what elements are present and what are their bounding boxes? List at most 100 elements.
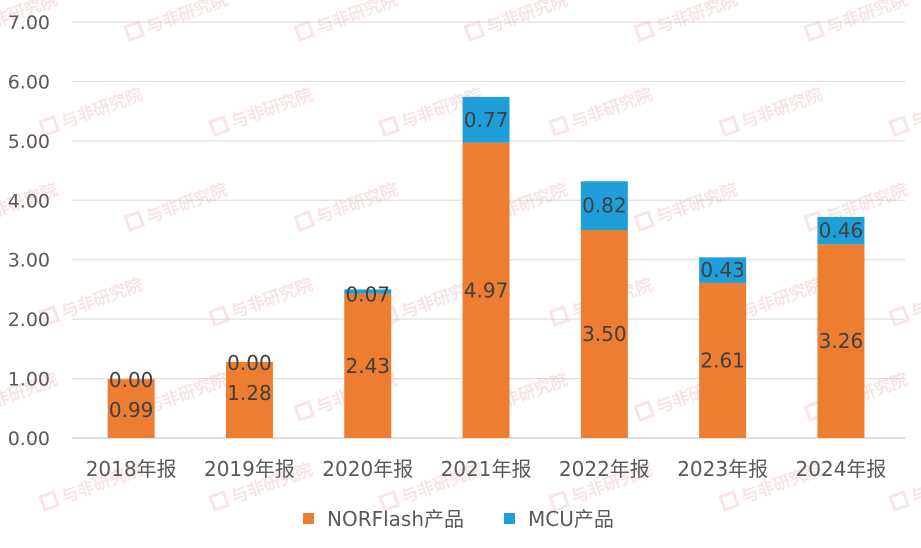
watermark-tile: 与非研究院 xyxy=(888,459,921,512)
watermark-logo-icon xyxy=(633,210,656,232)
y-tick-label: 5.00 xyxy=(8,131,50,153)
watermark-logo-icon xyxy=(208,490,231,512)
data-label-norflash: 1.28 xyxy=(227,381,272,405)
watermark-tile: 与非研究院 xyxy=(38,274,145,327)
watermark-tile: 与非研究院 xyxy=(548,84,655,137)
watermark-logo-icon xyxy=(378,490,401,512)
bars xyxy=(107,96,865,438)
data-label-mcu: 0.82 xyxy=(582,194,627,218)
watermark-logo-icon xyxy=(888,305,911,327)
bar-segment-norflash xyxy=(817,244,865,438)
data-label-norflash: 3.26 xyxy=(819,329,864,353)
bar-segment-norflash xyxy=(344,293,392,438)
watermark-logo-icon xyxy=(293,210,316,232)
x-tick-label: 2023年报 xyxy=(677,457,768,481)
watermark-logo-icon xyxy=(718,490,741,512)
watermark-logo-icon xyxy=(888,490,911,512)
watermark-logo-icon xyxy=(548,305,571,327)
watermark-text: 与非研究院 xyxy=(653,179,740,228)
watermark-text: 与非研究院 xyxy=(568,84,655,133)
watermark-logo-icon xyxy=(123,20,146,42)
y-tick-label: 4.00 xyxy=(8,190,50,212)
watermark-text: 与非研究院 xyxy=(143,369,230,418)
bar-segment-mcu xyxy=(699,257,747,283)
data-label-mcu: 0.07 xyxy=(345,283,390,307)
watermark-logo-icon xyxy=(718,115,741,137)
x-tick-label: 2022年报 xyxy=(559,457,650,481)
watermark-logo-icon xyxy=(208,115,231,137)
data-label-mcu: 0.43 xyxy=(700,258,745,282)
legend-norflash: NORFlash产品 xyxy=(303,507,464,531)
x-tick-label: 2018年报 xyxy=(86,457,177,481)
y-tick-label: 1.00 xyxy=(8,369,50,391)
y-tick-label: 3.00 xyxy=(8,250,50,272)
watermark-tile: 与非研究院 xyxy=(208,274,315,327)
watermark-text: 与非研究院 xyxy=(823,0,910,38)
watermark-logo-icon xyxy=(633,20,656,42)
legend-label: MCU产品 xyxy=(528,507,614,531)
watermark-logo-icon xyxy=(633,400,656,422)
legend-label: NORFlash产品 xyxy=(327,507,464,531)
data-label-norflash: 2.61 xyxy=(700,348,745,372)
watermark-tile: 与非研究院 xyxy=(123,179,230,232)
bar-segment-norflash xyxy=(580,230,628,438)
bar-segment-mcu xyxy=(580,181,628,230)
data-label-mcu: 0.00 xyxy=(109,368,154,392)
bar-segment-norflash xyxy=(225,361,273,438)
x-tick-label: 2021年报 xyxy=(441,457,532,481)
bar-segment-norflash xyxy=(107,379,155,438)
y-tick-label: 6.00 xyxy=(8,71,50,93)
data-label-norflash: 0.99 xyxy=(109,398,154,422)
bar-segment-mcu xyxy=(462,96,510,143)
legend-swatch xyxy=(303,513,314,524)
watermark-logo-icon xyxy=(293,400,316,422)
data-label-norflash: 3.50 xyxy=(582,322,627,346)
watermark-text: 与非研究院 xyxy=(313,179,400,228)
data-labels: 0.99 0.00 1.28 0.00 2.43 0.07 4.97 0.77 3.50 0.82… xyxy=(109,108,863,422)
watermark-logo-icon xyxy=(548,490,571,512)
data-label-mcu: 0.00 xyxy=(227,351,272,375)
watermark-logo-icon xyxy=(463,20,486,42)
data-label-norflash: 2.43 xyxy=(345,354,390,378)
watermark-text: 与非研究院 xyxy=(58,274,145,323)
watermark-tile: 与非研究院 xyxy=(38,84,145,137)
bar-segment-mcu xyxy=(817,216,865,245)
y-tick-label: 7.00 xyxy=(8,12,50,34)
data-label-norflash: 4.97 xyxy=(464,278,509,302)
watermark-logo-icon xyxy=(293,20,316,42)
watermark-tile: 与非研究院 xyxy=(293,179,400,232)
watermark-tile: 与非研究院 xyxy=(208,84,315,137)
watermark-text: 与非研究院 xyxy=(143,0,230,38)
watermark-text: 与非研究院 xyxy=(313,0,400,38)
watermark-text: 与非研究院 xyxy=(653,0,740,38)
data-label-mcu: 0.77 xyxy=(464,108,509,132)
bar-segment-mcu xyxy=(344,289,392,294)
watermark-logo-icon xyxy=(803,20,826,42)
data-label-mcu: 0.46 xyxy=(819,219,864,243)
watermark-logo-icon xyxy=(378,115,401,137)
bar-segment-norflash xyxy=(699,282,747,438)
x-tick-label: 2020年报 xyxy=(322,457,413,481)
watermark-text: 与非研究院 xyxy=(483,0,570,38)
watermark-tile: 与非研究院 xyxy=(633,179,740,232)
legend-mcu: MCU产品 xyxy=(504,507,614,531)
x-tick-label: 2019年报 xyxy=(204,457,295,481)
watermark-text: 与非研究院 xyxy=(58,84,145,133)
x-axis: 2018年报 2019年报 2020年报 2021年报 2022年报 2023年报 2024… xyxy=(86,457,887,481)
watermark-logo-icon xyxy=(888,115,911,137)
watermark-tile: 与非研究院 xyxy=(718,84,825,137)
legend-swatch xyxy=(504,513,515,524)
watermark-text: 与非研究院 xyxy=(738,274,825,323)
watermark-logo-icon xyxy=(38,115,61,137)
watermark-text: 与非研究院 xyxy=(908,84,921,133)
watermark-text: 与非研究院 xyxy=(228,84,315,133)
watermark-text: 与非研究院 xyxy=(908,274,921,323)
watermark-text: 与非研究院 xyxy=(908,459,921,508)
y-axis: 0.00 1.00 2.00 3.00 4.00 5.00 6.00 7.00 xyxy=(8,12,50,450)
watermark-text: 与非研究院 xyxy=(228,274,315,323)
y-tick-label: 2.00 xyxy=(8,309,50,331)
watermark-logo-icon xyxy=(548,115,571,137)
watermark-text: 与非研究院 xyxy=(738,84,825,133)
